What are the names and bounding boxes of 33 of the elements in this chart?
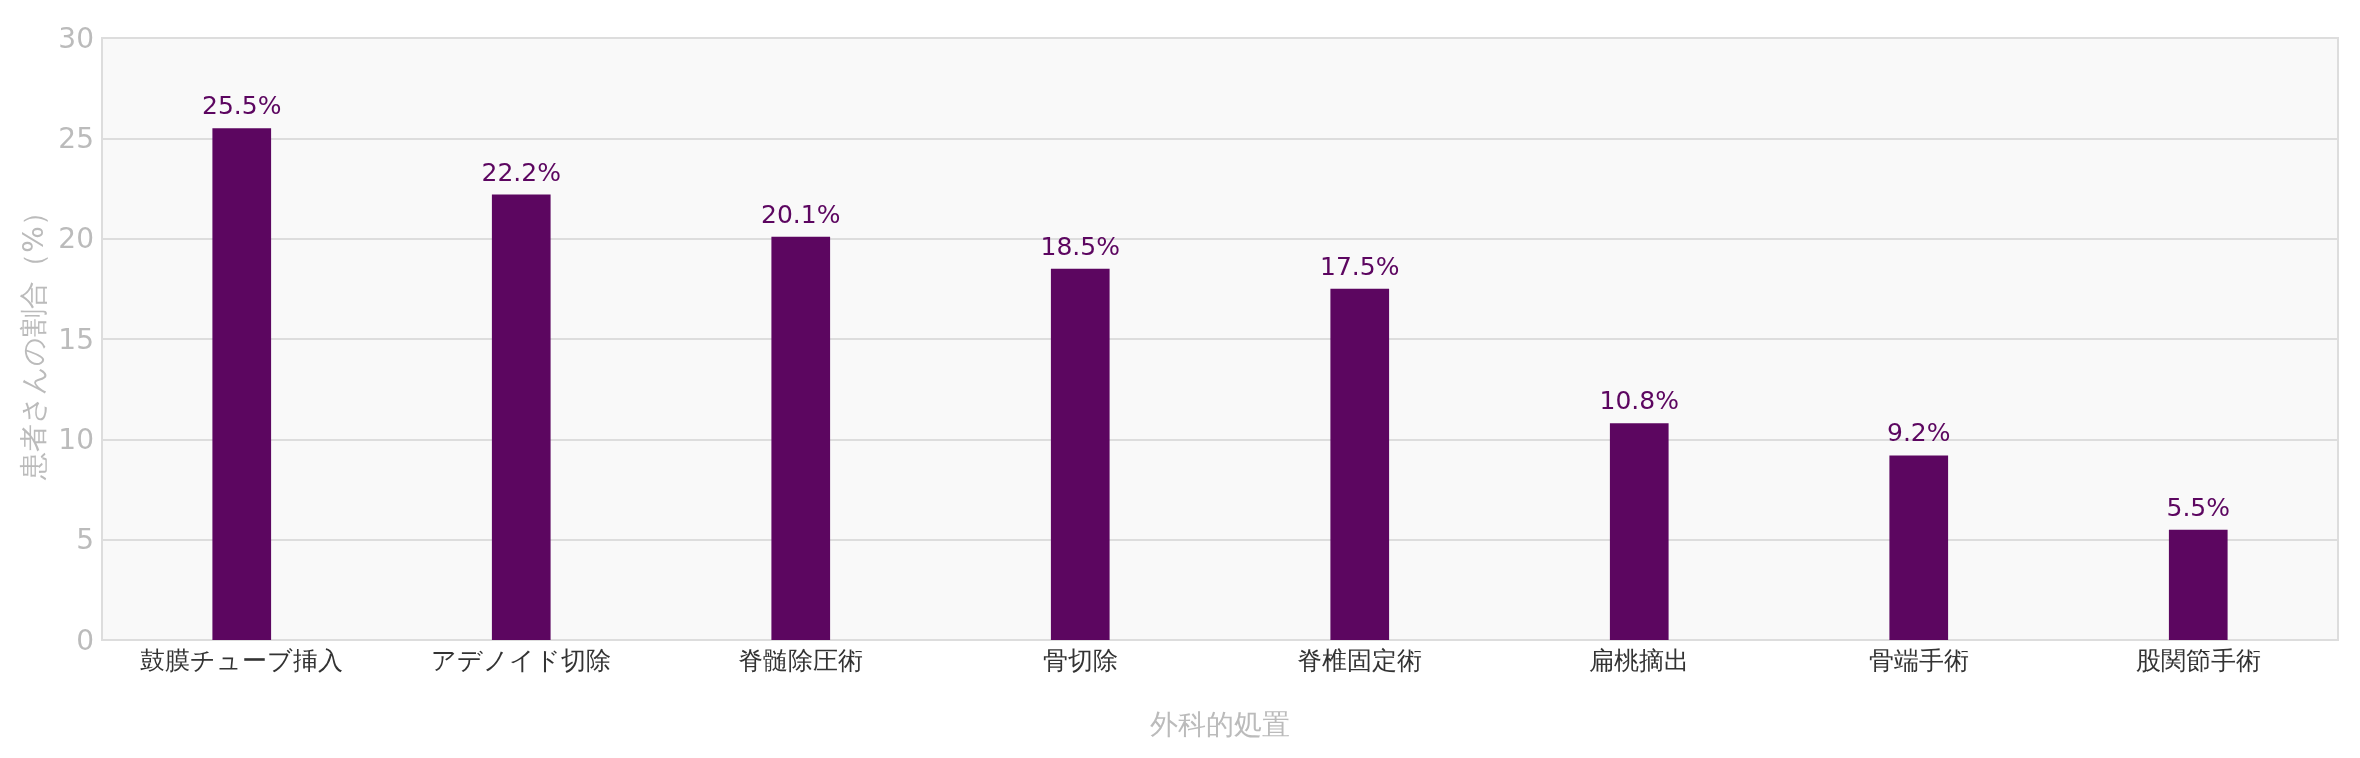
bar <box>771 236 831 640</box>
y-tick-label: 20 <box>58 222 94 256</box>
x-tick-label: 骨切除 <box>1042 646 1118 675</box>
y-tick-label: 5 <box>76 523 94 557</box>
x-axis-title: 外科的処置 <box>1150 707 1290 741</box>
data-label: 22.2% <box>481 157 561 187</box>
x-tick-label: 脊椎固定術 <box>1297 646 1423 675</box>
y-axis-title: 患者さんの割合（%） <box>16 198 50 481</box>
bar <box>1889 455 1949 640</box>
bar <box>212 128 272 640</box>
bar <box>1050 268 1110 640</box>
y-tick-label: 30 <box>58 21 94 55</box>
x-tick-label: アデノイド切除 <box>431 646 612 675</box>
x-tick-label: 骨端手術 <box>1868 646 1969 675</box>
x-tick-label: 股関節手術 <box>2135 646 2261 675</box>
bar <box>491 194 551 640</box>
data-label: 5.5% <box>2166 492 2231 522</box>
data-label: 18.5% <box>1040 231 1120 261</box>
y-tick-label: 10 <box>58 422 94 456</box>
y-tick-label: 0 <box>76 623 94 657</box>
data-label: 20.1% <box>761 199 841 229</box>
data-label: 9.2% <box>1886 418 1951 448</box>
x-tick-label: 脊髄除圧術 <box>738 646 864 675</box>
data-label: 25.5% <box>202 91 282 121</box>
data-label: 17.5% <box>1320 251 1400 281</box>
bar <box>1330 288 1390 640</box>
y-tick-label: 25 <box>58 121 94 155</box>
data-label: 10.8% <box>1599 386 1679 416</box>
bar <box>2168 529 2228 640</box>
y-tick-label: 15 <box>58 322 94 356</box>
bar <box>1609 423 1669 640</box>
x-tick-label: 鼓膜チューブ挿入 <box>140 646 344 675</box>
x-tick-label: 扁桃摘出 <box>1589 646 1690 675</box>
